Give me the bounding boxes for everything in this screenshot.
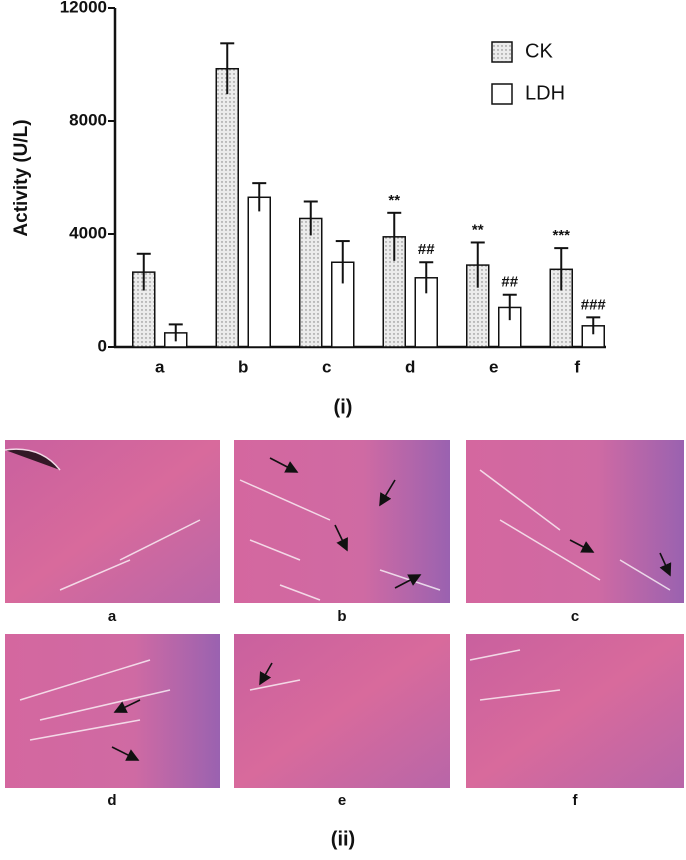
micrograph-caption: c xyxy=(571,608,579,625)
bar xyxy=(215,67,239,348)
micrograph xyxy=(5,634,220,788)
micrograph xyxy=(466,634,684,788)
legend-swatch xyxy=(491,83,513,105)
y-tick-label: 8000 xyxy=(69,110,107,129)
micrograph xyxy=(234,440,450,603)
legend-label: LDH xyxy=(525,82,565,104)
micrograph-caption: d xyxy=(107,792,116,809)
micrograph xyxy=(234,634,450,788)
panel-label: (i) xyxy=(334,396,353,418)
significance-label: *** xyxy=(552,227,570,244)
bar xyxy=(299,217,323,348)
x-tick-label: d xyxy=(405,357,415,376)
significance-label: ## xyxy=(501,274,518,291)
x-tick-label: b xyxy=(238,357,248,376)
x-tick-label: c xyxy=(322,357,331,376)
y-tick-label: 12000 xyxy=(60,0,107,16)
micrograph-caption: a xyxy=(108,608,117,625)
significance-label: ** xyxy=(472,221,484,238)
micrograph-caption: b xyxy=(337,608,346,625)
y-axis-label: Activity (U/L) xyxy=(11,119,32,236)
micrograph xyxy=(5,440,220,603)
histology xyxy=(4,440,684,788)
x-tick-label: f xyxy=(574,357,580,376)
legend-swatch xyxy=(491,41,513,63)
y-tick-label: 0 xyxy=(98,336,107,355)
micrograph-caption: f xyxy=(573,792,579,809)
significance-label: ### xyxy=(581,296,607,313)
x-tick-label: a xyxy=(155,357,165,376)
micrograph-caption: e xyxy=(338,792,346,809)
significance-label: ** xyxy=(388,192,400,209)
significance-label: ## xyxy=(418,241,435,258)
bar xyxy=(247,196,271,348)
legend-label: CK xyxy=(525,40,553,62)
panel-label: (ii) xyxy=(331,828,355,850)
x-tick-label: e xyxy=(489,357,498,376)
y-tick-label: 4000 xyxy=(69,223,107,242)
